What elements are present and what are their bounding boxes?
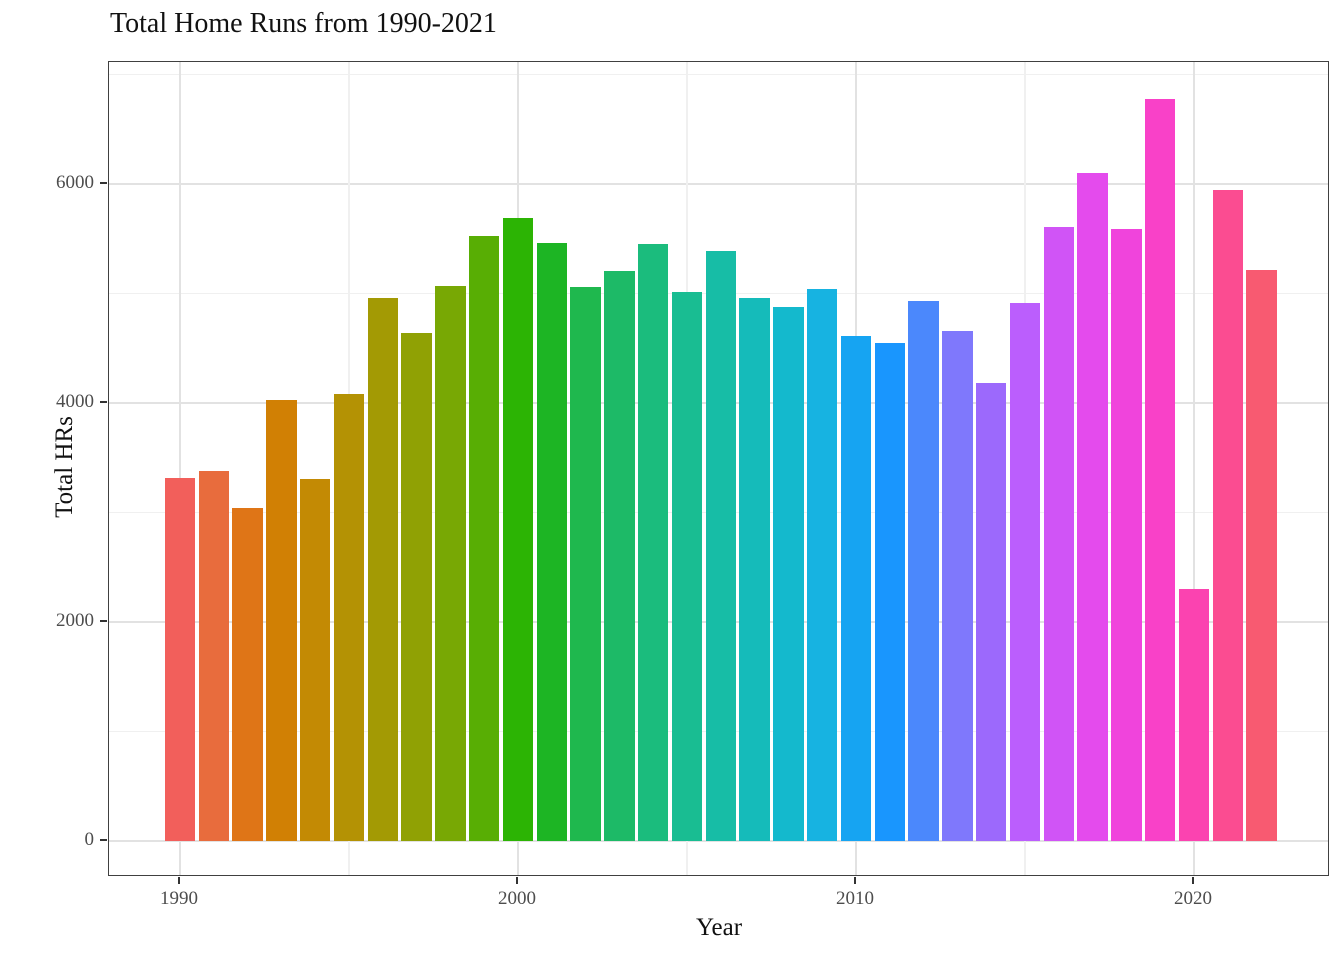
bar-1996 bbox=[367, 297, 398, 841]
bar-2010 bbox=[840, 335, 872, 841]
y-tick-label: 6000 bbox=[56, 172, 94, 193]
bar-1993 bbox=[266, 399, 297, 841]
bar-2006 bbox=[705, 251, 736, 841]
bar-2007 bbox=[739, 298, 770, 841]
bar-2019 bbox=[1145, 99, 1176, 841]
y-axis-title: Total HRs bbox=[50, 416, 78, 518]
bar-1991 bbox=[198, 470, 229, 841]
bar-2016 bbox=[1043, 226, 1074, 841]
gridline-y-major bbox=[109, 183, 1328, 185]
y-tick-label: 2000 bbox=[56, 610, 94, 631]
bar-2000 bbox=[502, 217, 534, 841]
bar-2002 bbox=[570, 287, 601, 841]
chart-title: Total Home Runs from 1990-2021 bbox=[110, 8, 497, 39]
bar-1992 bbox=[232, 508, 263, 841]
gridline-y-major bbox=[109, 840, 1328, 842]
y-tick bbox=[100, 620, 107, 622]
bar-2013 bbox=[942, 330, 973, 841]
y-tick bbox=[100, 182, 107, 184]
bar-2014 bbox=[976, 382, 1007, 841]
bar-2011 bbox=[874, 342, 905, 841]
bar-1994 bbox=[300, 478, 331, 841]
y-tick-label: 4000 bbox=[56, 391, 94, 412]
y-tick bbox=[100, 401, 107, 403]
x-tick-label: 2010 bbox=[836, 888, 874, 909]
bar-1999 bbox=[469, 235, 500, 841]
x-axis-title: Year bbox=[695, 914, 743, 941]
bar-2012 bbox=[908, 300, 939, 841]
bar-2017 bbox=[1077, 172, 1108, 841]
bar-1997 bbox=[401, 332, 432, 841]
y-tick-label: 0 bbox=[84, 829, 95, 850]
gridline-x-major bbox=[179, 62, 181, 875]
bar-2020 bbox=[1178, 588, 1210, 841]
bar-2005 bbox=[671, 291, 703, 841]
x-tick bbox=[178, 877, 180, 884]
bar-2004 bbox=[638, 244, 669, 841]
bar-1990 bbox=[164, 477, 196, 841]
bar-1995 bbox=[333, 394, 365, 841]
x-tick-label: 2020 bbox=[1174, 888, 1212, 909]
y-tick bbox=[100, 839, 107, 841]
bar-2001 bbox=[536, 243, 567, 841]
bar-2021 bbox=[1212, 190, 1243, 841]
gridline-y-minor bbox=[109, 73, 1328, 76]
x-tick bbox=[854, 877, 856, 884]
bar-2008 bbox=[773, 306, 804, 841]
bar-2018 bbox=[1111, 229, 1142, 841]
plot-panel bbox=[108, 61, 1329, 876]
x-tick bbox=[1192, 877, 1194, 884]
x-tick-label: 1990 bbox=[160, 888, 198, 909]
gridline-x-major bbox=[1193, 62, 1195, 875]
bar-2003 bbox=[604, 270, 635, 841]
x-tick bbox=[516, 877, 518, 884]
bar-1998 bbox=[435, 286, 466, 841]
x-tick-label: 2000 bbox=[498, 888, 536, 909]
bar-2015 bbox=[1009, 303, 1041, 841]
bar-2022 bbox=[1246, 269, 1277, 841]
bar-2009 bbox=[807, 288, 838, 841]
